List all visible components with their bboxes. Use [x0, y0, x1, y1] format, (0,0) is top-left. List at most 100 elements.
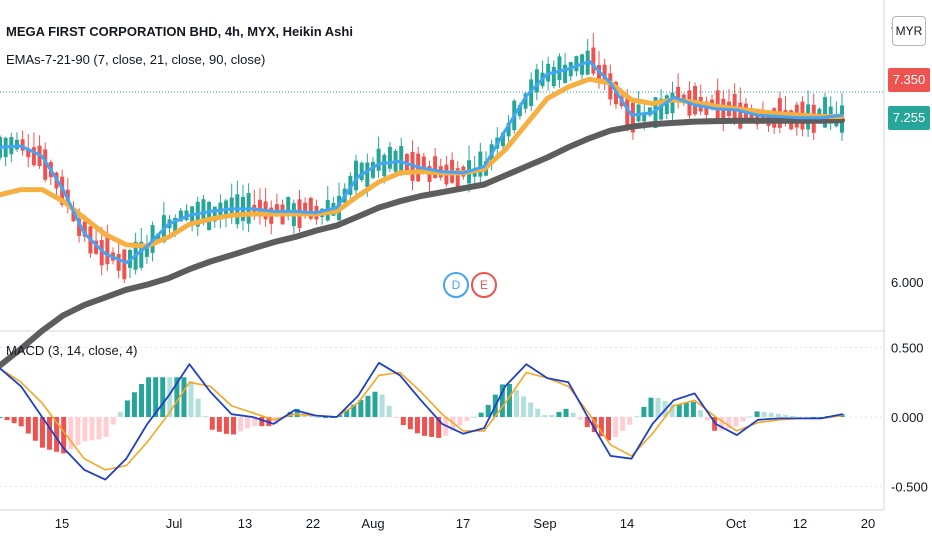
macd-hist-bar	[351, 404, 357, 417]
macd-hist-bar	[39, 417, 45, 448]
macd-hist-bar	[54, 417, 60, 452]
candle-body	[653, 97, 658, 128]
macd-hist-bar	[103, 417, 109, 437]
macd-line	[0, 361, 843, 481]
macd-hist-bar	[591, 417, 597, 433]
macd-hist-bar	[690, 401, 696, 417]
macd-hist-bar	[514, 390, 520, 417]
macd-hist-bar	[797, 416, 803, 418]
macd-hist-bar	[726, 417, 732, 429]
earnings-badge[interactable]: E	[471, 272, 497, 298]
macd-hist-bar	[322, 417, 328, 418]
ema-21-line	[0, 76, 845, 249]
candle-body	[630, 102, 635, 133]
candle-body	[20, 139, 25, 151]
x-tick-label: 22	[306, 516, 320, 531]
x-tick-label: 20	[861, 516, 875, 531]
macd-hist-bar	[216, 417, 222, 432]
macd-hist-bar	[740, 417, 746, 422]
x-tick-label: 13	[238, 516, 252, 531]
candle-body	[676, 86, 681, 102]
candle-body	[257, 199, 262, 217]
macd-hist-bar	[287, 411, 293, 417]
macd-hist-bar	[117, 412, 123, 417]
macd-tick-label: 0.500	[891, 341, 924, 356]
macd-hist-bar	[174, 377, 180, 417]
macd-hist-bar	[429, 417, 435, 437]
macd-hist-bar	[627, 417, 633, 425]
macd-hist-bar	[131, 392, 137, 417]
macd-hist-bar	[25, 417, 31, 434]
ema-price-label: 7.255	[888, 106, 930, 130]
ema-7-line	[0, 59, 844, 265]
macd-hist-bar	[82, 417, 88, 442]
candle-body	[760, 112, 765, 123]
macd-hist-bar	[32, 417, 38, 441]
macd-hist-bar	[11, 417, 17, 424]
macd-hist-bar	[195, 398, 201, 417]
candle-body	[122, 249, 127, 280]
macd-hist-bar	[747, 416, 753, 418]
macd-hist-bar	[782, 414, 788, 417]
macd-hist-bar	[61, 417, 67, 454]
macd-hist-bar	[245, 417, 251, 429]
macd-hist-bar	[789, 415, 795, 417]
candle-body	[365, 162, 370, 187]
macd-hist-bar	[584, 417, 590, 428]
candle-body	[99, 239, 104, 266]
macd-hist-bar	[598, 417, 604, 437]
macd-hist-bar	[386, 405, 392, 417]
candle-body	[382, 154, 387, 177]
macd-hist-bar	[719, 417, 725, 431]
macd-hist-bar	[450, 417, 456, 431]
macd-hist-bar	[577, 417, 583, 420]
macd-hist-bar	[188, 381, 194, 417]
macd-hist-bar	[379, 394, 385, 417]
macd-hist-bar	[294, 408, 300, 417]
currency-button[interactable]: MYR	[892, 16, 926, 46]
candle-body	[517, 105, 522, 117]
macd-signal-line	[0, 367, 843, 471]
candle-body	[399, 145, 404, 171]
macd-hist-bar	[606, 417, 612, 441]
candle-body	[173, 217, 178, 234]
candle-body	[178, 210, 183, 222]
macd-hist-bar	[160, 377, 166, 417]
macd-hist-bar	[563, 408, 569, 417]
macd-hist-bar	[89, 417, 95, 441]
candle-body	[201, 199, 206, 222]
macd-hist-bar	[705, 417, 711, 421]
candle-body	[721, 98, 726, 123]
x-tick-label: 14	[620, 516, 634, 531]
macd-hist-bar	[68, 417, 74, 450]
macd-hist-bar	[47, 417, 53, 450]
macd-hist-bar	[754, 411, 760, 417]
macd-hist-bar	[464, 417, 470, 421]
macd-hist-bar	[761, 411, 767, 417]
candle-body	[303, 202, 308, 215]
candle-body	[144, 245, 149, 257]
macd-hist-bar	[733, 417, 739, 427]
candle-body	[354, 160, 359, 191]
macd-hist-bar	[372, 391, 378, 417]
macd-hist-bar	[365, 395, 371, 417]
candle-body	[212, 206, 217, 222]
macd-legend[interactable]: MACD (3, 14, close, 4)	[6, 343, 138, 358]
macd-hist-bar	[457, 417, 463, 426]
macd-tick-label: -0.500	[891, 480, 928, 495]
candle-body	[370, 161, 375, 178]
dividend-badge[interactable]: D	[443, 272, 469, 298]
x-tick-label: Oct	[726, 516, 747, 531]
x-tick-label: Jul	[166, 516, 183, 531]
x-tick-label: 15	[55, 516, 69, 531]
candle-body	[823, 97, 828, 128]
macd-hist-bar	[110, 417, 116, 425]
candle-body	[500, 132, 505, 147]
macd-hist-bar	[238, 417, 244, 432]
ema-legend[interactable]: EMAs-7-21-90 (7, close, 21, close, 90, c…	[6, 52, 266, 67]
macd-hist-bar	[471, 416, 477, 418]
candle-body	[286, 196, 291, 217]
candle-body	[591, 47, 596, 74]
macd-hist-bar	[259, 417, 265, 427]
